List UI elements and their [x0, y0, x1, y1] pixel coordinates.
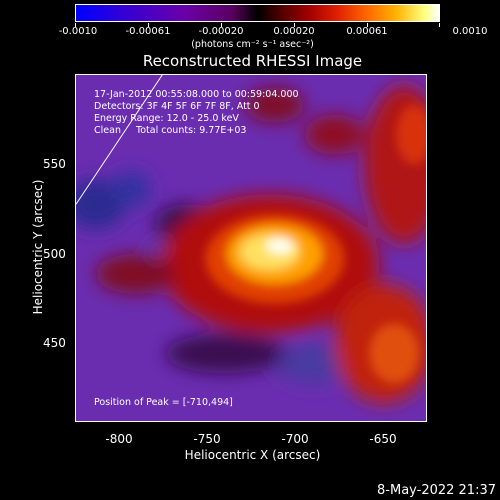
y-tick-label: 550: [43, 157, 66, 171]
y-tick-label: 450: [43, 336, 66, 350]
colorbar-tick: [294, 23, 295, 27]
info-detectors: Detectors: 3F 4F 5F 6F 7F 8F, Att 0: [94, 101, 260, 112]
heatmap: [76, 75, 426, 421]
x-tick-label: -800: [105, 432, 133, 446]
colorbar-label: -0.00020: [198, 26, 244, 37]
y-axis-label: Heliocentric Y (arcsec): [31, 179, 45, 315]
y-tick-label: 500: [43, 247, 66, 261]
colorbar-label: 0.00061: [346, 26, 388, 37]
colorbar-label: 0.0010: [452, 26, 488, 37]
colorbar: [75, 4, 440, 22]
x-axis-label: Heliocentric X (arcsec): [184, 448, 321, 462]
colorbar-tick: [148, 23, 149, 27]
x-tick-label: -700: [281, 432, 309, 446]
colorbar-tick: [75, 23, 76, 27]
colorbar-tick: [221, 23, 222, 27]
colorbar-tick: [439, 23, 440, 27]
colorbar-label: -0.0010: [58, 26, 98, 37]
colorbar-units: (photons cm⁻² s⁻¹ asec⁻²): [191, 39, 314, 50]
info-time-range: 17-Jan-2012 00:55:08.000 to 00:59:04.000: [94, 89, 299, 100]
limb-line: [76, 75, 163, 205]
x-tick-label: -750: [193, 432, 221, 446]
image-title: Reconstructed RHESSI Image: [142, 52, 363, 70]
info-energy-range: Energy Range: 12.0 - 25.0 keV: [94, 113, 239, 124]
image-plot[interactable]: 17-Jan-2012 00:55:08.000 to 00:59:04.000…: [75, 74, 427, 422]
colorbar-label: -0.00061: [125, 26, 171, 37]
info-total-counts: Clean Total counts: 9.77E+03: [94, 125, 247, 136]
peak-position: Position of Peak = [-710,494]: [94, 397, 233, 408]
x-tick-label: -650: [369, 432, 397, 446]
colorbar-label: 0.00020: [273, 26, 315, 37]
colorbar-tick: [367, 23, 368, 27]
timestamp: 8-May-2022 21:37: [377, 483, 496, 498]
